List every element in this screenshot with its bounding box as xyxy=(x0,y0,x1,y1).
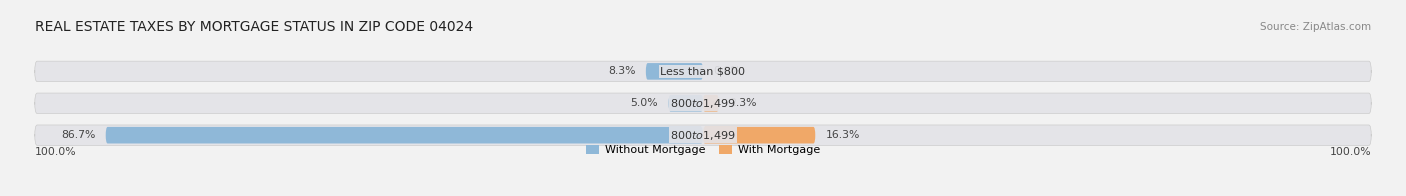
Text: Less than $800: Less than $800 xyxy=(661,66,745,76)
Text: 2.3%: 2.3% xyxy=(730,98,756,108)
FancyBboxPatch shape xyxy=(35,125,1371,145)
FancyBboxPatch shape xyxy=(703,127,815,143)
Text: 0.0%: 0.0% xyxy=(713,66,741,76)
Text: 100.0%: 100.0% xyxy=(35,147,76,157)
Text: 5.0%: 5.0% xyxy=(631,98,658,108)
FancyBboxPatch shape xyxy=(645,63,703,80)
Text: $800 to $1,499: $800 to $1,499 xyxy=(671,129,735,142)
Text: 100.0%: 100.0% xyxy=(1330,147,1371,157)
Text: REAL ESTATE TAXES BY MORTGAGE STATUS IN ZIP CODE 04024: REAL ESTATE TAXES BY MORTGAGE STATUS IN … xyxy=(35,20,472,34)
FancyBboxPatch shape xyxy=(669,95,703,112)
Legend: Without Mortgage, With Mortgage: Without Mortgage, With Mortgage xyxy=(586,145,820,155)
Text: 86.7%: 86.7% xyxy=(60,130,96,140)
Text: 16.3%: 16.3% xyxy=(825,130,860,140)
Text: 8.3%: 8.3% xyxy=(607,66,636,76)
FancyBboxPatch shape xyxy=(35,61,1371,82)
FancyBboxPatch shape xyxy=(105,127,703,143)
FancyBboxPatch shape xyxy=(35,93,1371,113)
Text: $800 to $1,499: $800 to $1,499 xyxy=(671,97,735,110)
FancyBboxPatch shape xyxy=(703,95,718,112)
Text: Source: ZipAtlas.com: Source: ZipAtlas.com xyxy=(1260,22,1371,32)
